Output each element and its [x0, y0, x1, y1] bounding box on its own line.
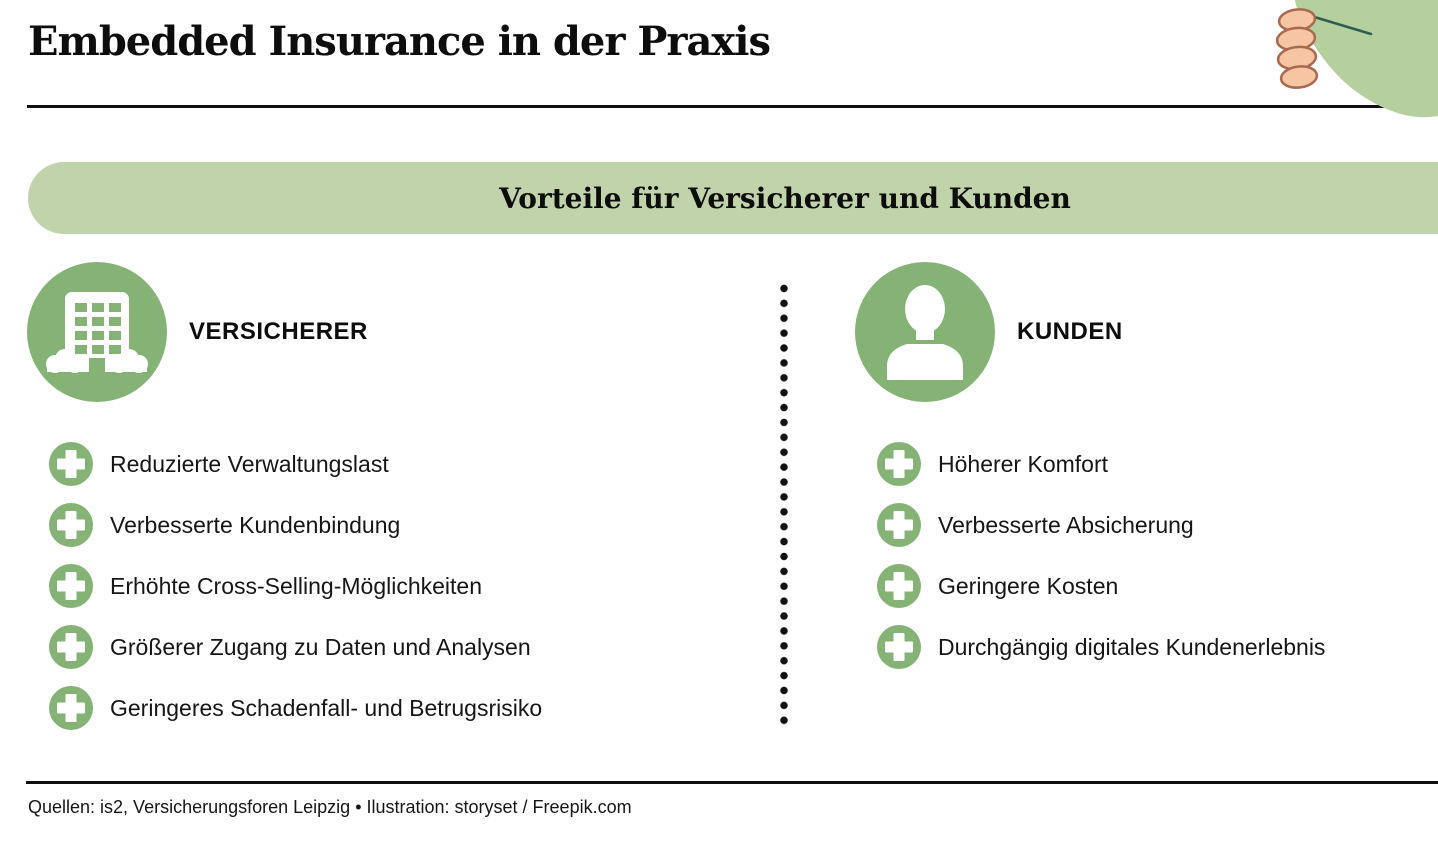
top-divider-rule	[27, 105, 1404, 108]
column-header-versicherer: VERSICHERER	[27, 262, 368, 402]
versicherer-benefits-list: Reduzierte Verwaltungslast Verbesserte K…	[49, 442, 542, 730]
list-item: Geringeres Schadenfall- und Betrugsrisik…	[49, 686, 542, 730]
list-item: Höherer Komfort	[877, 442, 1325, 486]
benefit-text: Durchgängig digitales Kundenerlebnis	[938, 633, 1326, 660]
bushes	[46, 349, 148, 373]
fist-fingers	[1275, 8, 1319, 89]
benefit-text: Größerer Zugang zu Daten und Analysen	[110, 633, 531, 660]
list-item: Größerer Zugang zu Daten und Analysen	[49, 625, 542, 669]
benefit-text: Reduzierte Verwaltungslast	[110, 450, 389, 477]
column-header-kunden: KUNDEN	[855, 262, 1123, 402]
plus-icon	[877, 564, 921, 608]
column-label-kunden: KUNDEN	[1017, 318, 1123, 345]
list-item: Verbesserte Kundenbindung	[49, 503, 542, 547]
plus-icon	[49, 686, 93, 730]
benefit-text: Höherer Komfort	[938, 450, 1109, 477]
benefit-text: Geringere Kosten	[938, 572, 1119, 599]
list-item: Erhöhte Cross-Selling-Möglichkeiten	[49, 564, 542, 608]
benefit-text: Verbesserte Kundenbindung	[110, 511, 401, 538]
list-item: Durchgängig digitales Kundenerlebnis	[877, 625, 1325, 669]
sources-credit: Quellen: is2, Versicherungsforen Leipzig…	[28, 797, 632, 817]
hand-pen-illustration	[1275, 0, 1438, 118]
plus-icon	[49, 503, 93, 547]
benefit-text: Verbesserte Absicherung	[938, 511, 1194, 538]
column-label-versicherer: VERSICHERER	[189, 318, 368, 345]
person-icon	[855, 262, 995, 402]
benefit-text: Geringeres Schadenfall- und Betrugsrisik…	[110, 694, 543, 721]
section-banner: Vorteile für Versicherer und Kunden	[28, 162, 1438, 234]
plus-icon	[49, 442, 93, 486]
benefit-text: Erhöhte Cross-Selling-Möglichkeiten	[110, 572, 482, 599]
footer-divider-rule	[26, 781, 1438, 784]
section-banner-title: Vorteile für Versicherer und Kunden	[499, 181, 1071, 215]
list-item: Geringere Kosten	[877, 564, 1325, 608]
list-item: Reduzierte Verwaltungslast	[49, 442, 542, 486]
building-windows	[75, 303, 121, 372]
sleeve-shape	[1295, 0, 1438, 118]
dotted-divider	[780, 281, 788, 728]
building-icon	[27, 262, 167, 402]
kunden-benefits-list: Höherer Komfort Verbesserte Absicherung …	[877, 442, 1325, 669]
page-title: Embedded Insurance in der Praxis	[28, 18, 771, 65]
plus-icon	[49, 564, 93, 608]
plus-icon	[877, 442, 921, 486]
plus-icon	[49, 625, 93, 669]
plus-icon	[877, 625, 921, 669]
pen-icon	[1309, 14, 1373, 36]
list-item: Verbesserte Absicherung	[877, 503, 1325, 547]
plus-icon	[877, 503, 921, 547]
